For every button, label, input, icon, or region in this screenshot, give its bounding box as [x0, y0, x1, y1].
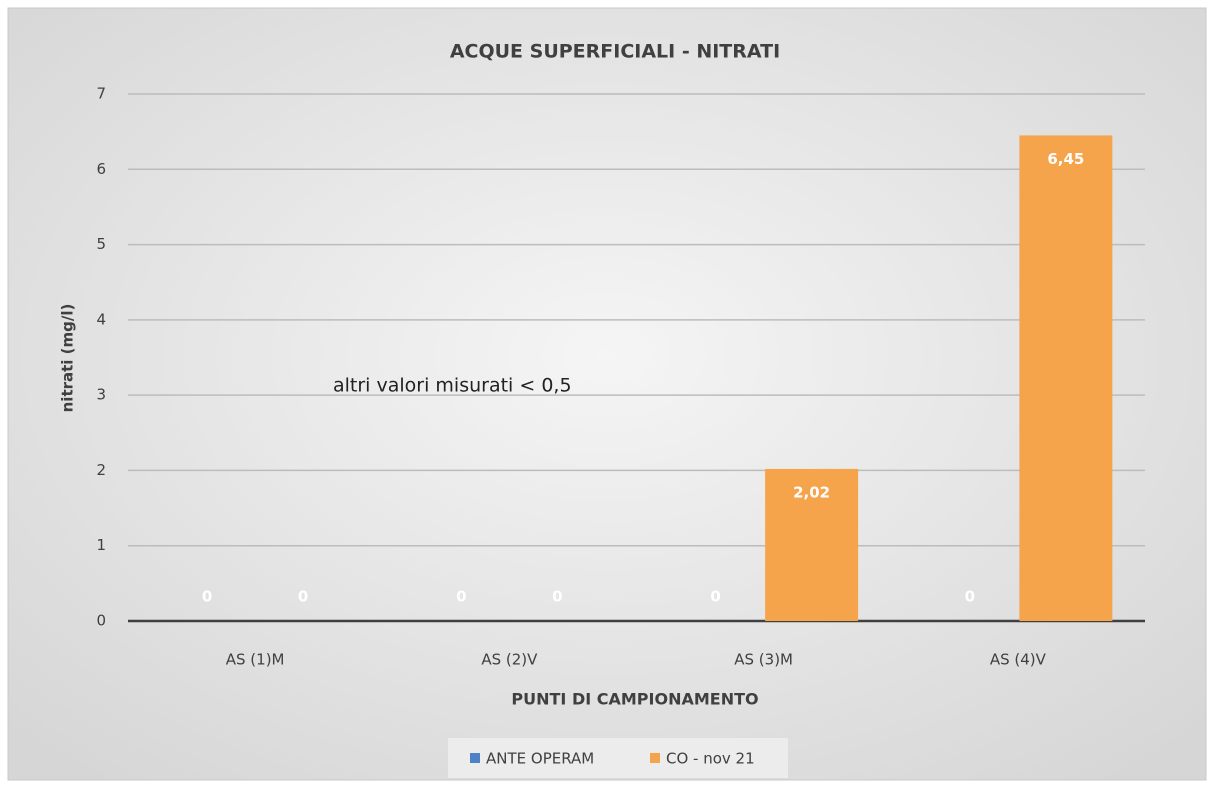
y-axis-label: nitrati (mg/l) — [59, 304, 77, 413]
annotation: altri valori misurati < 0,5 — [333, 375, 572, 397]
data-label: 0 — [202, 588, 212, 606]
x-tick-label: AS (1)M — [226, 651, 285, 669]
data-label: 6,45 — [1047, 150, 1084, 168]
legend-swatch — [650, 753, 660, 763]
y-tick-label: 0 — [96, 612, 106, 630]
data-label: 0 — [965, 588, 975, 606]
bar — [765, 468, 859, 621]
legend-label: ANTE OPERAM — [486, 750, 594, 768]
chart-title: ACQUE SUPERFICIALI - NITRATI — [450, 41, 780, 63]
legend-label: CO - nov 21 — [666, 750, 755, 768]
data-label: 0 — [456, 588, 466, 606]
data-label: 0 — [552, 588, 562, 606]
data-label: 2,02 — [793, 483, 830, 501]
x-axis-label: PUNTI DI CAMPIONAMENTO — [511, 690, 758, 709]
y-tick-label: 2 — [96, 461, 106, 479]
legend-swatch — [470, 753, 480, 763]
y-tick-label: 5 — [96, 235, 106, 253]
y-tick-label: 4 — [96, 310, 106, 328]
data-label: 0 — [710, 588, 720, 606]
y-tick-label: 1 — [96, 536, 106, 554]
chart-background — [7, 7, 1207, 781]
x-tick-label: AS (3)M — [734, 651, 793, 669]
y-tick-label: 6 — [96, 160, 106, 178]
x-tick-label: AS (2)V — [481, 651, 538, 669]
legend-box — [448, 738, 788, 778]
y-tick-label: 7 — [96, 85, 106, 103]
bar — [1019, 135, 1113, 621]
x-tick-label: AS (4)V — [990, 651, 1047, 669]
data-label: 0 — [298, 588, 308, 606]
y-tick-label: 3 — [96, 386, 106, 404]
